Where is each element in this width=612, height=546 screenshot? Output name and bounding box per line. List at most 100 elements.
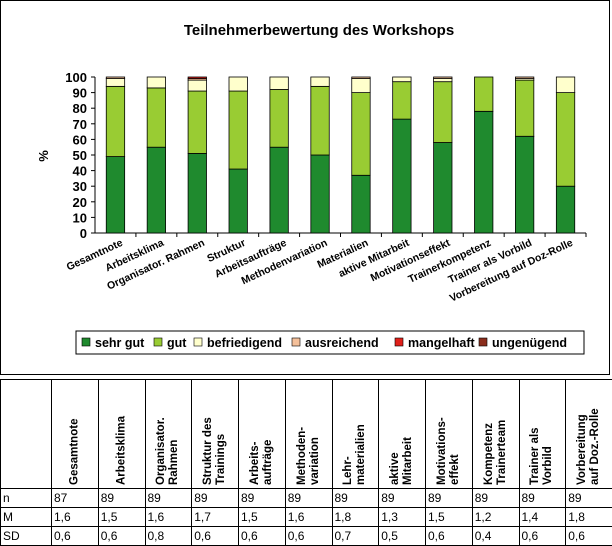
bar-segment [434,77,452,79]
legend-swatch [82,338,90,346]
stacked-bar-chart: Teilnehmerbewertung des Workshops % 0102… [1,1,611,376]
bar-segment [515,77,533,79]
bar-segment [229,91,247,169]
table-cell: 0,6 [519,527,566,546]
table-cell: 0,6 [98,527,145,546]
bar-segment [270,77,288,89]
column-header-text: Methoden-variation [296,383,322,485]
bar-segment [147,77,165,88]
bar-segment [188,80,206,91]
column-header-line: auf Doz.-Rolle [589,383,602,485]
column-header: Motivations-effekt [426,380,473,489]
bar-segment [311,155,329,233]
column-header-line: Lehr- [342,383,355,485]
bar-segment [106,86,124,156]
table-cell: 89 [145,489,192,508]
table-cell: 1,5 [239,508,286,527]
legend-label: ausreichend [305,336,379,350]
column-header-line: Motivations- [436,383,449,485]
column-header-line: Vorbereitung [576,383,589,485]
bar-segment [352,79,370,93]
table-cell: 0,4 [472,527,519,546]
y-tick-label: 0 [80,226,87,241]
column-header-text: Gesamtnote [68,383,81,485]
bar-segment [475,111,493,233]
bar-segment [188,77,206,79]
legend-label: befriedigend [207,336,282,350]
table-cell: 89 [239,489,286,508]
legend-label: mangelhaft [408,336,476,350]
y-tick-label: 10 [73,210,87,225]
legend-swatch [292,338,300,346]
y-axis-label: % [36,150,51,162]
y-tick-label: 40 [73,164,87,179]
column-header-line: Gesamtnote [68,383,81,485]
bar-segment [229,77,247,91]
row-label: n [1,489,52,508]
column-header-text: Lehr-materialien [342,383,368,485]
table-cell: 89 [98,489,145,508]
bar-segment [147,88,165,147]
table-cell: 1,7 [192,508,239,527]
column-header: Gesamtnote [52,380,99,489]
column-header-line: variation [309,383,322,485]
column-header-line: Methoden- [296,383,309,485]
table-cell: 0,6 [52,527,99,546]
table-cell: 1,8 [332,508,379,527]
table-cell: 1,3 [379,508,426,527]
legend-label: gut [167,336,187,350]
y-tick-label: 90 [73,86,87,101]
column-header: Organisator.Rahmen [145,380,192,489]
bar-segment [106,79,124,87]
legend-swatch [154,338,162,346]
column-header-line: aktive [389,383,402,485]
bar-segment [556,93,574,187]
bar-segment [311,86,329,155]
column-header-line: Arbeitsklima [115,383,128,485]
table-cell: 89 [566,489,612,508]
table-cell: 89 [285,489,332,508]
column-header-line: effekt [449,383,462,485]
bar-segment [393,119,411,233]
table-cell: 0,6 [285,527,332,546]
column-header-line: Trainerteam [496,383,509,485]
bar-segment [475,77,493,111]
table-cell: 0,7 [332,527,379,546]
table-cell: 89 [426,489,473,508]
column-header: Arbeits-aufträge [239,380,286,489]
bar-segment [106,157,124,233]
bar-segment [311,77,329,86]
y-tick-label: 80 [73,101,87,116]
column-header-text: Motivations-effekt [436,383,462,485]
y-tick-label: 30 [73,179,87,194]
bar-segment [270,89,288,147]
statistics-table: Gesamtnote Arbeitsklima Organisator.Rahmen… [0,379,612,546]
column-header: Lehr-materialien [332,380,379,489]
table-cell: 1,2 [472,508,519,527]
table-cell: 89 [332,489,379,508]
y-tick-label: 60 [73,132,87,147]
bar-segment [229,169,247,233]
column-header: Arbeitsklima [98,380,145,489]
column-header-text: Organisator.Rahmen [155,383,181,485]
column-header-line: Organisator. [155,383,168,485]
bar-segment [147,147,165,233]
table-cell: 89 [379,489,426,508]
legend-swatch [479,338,487,346]
bar-segment [393,82,411,119]
bar-segment [434,82,452,143]
legend-swatch [194,338,202,346]
bar-segment [556,186,574,233]
table-cell: 89 [519,489,566,508]
column-header-text: Arbeits-aufträge [249,383,275,485]
